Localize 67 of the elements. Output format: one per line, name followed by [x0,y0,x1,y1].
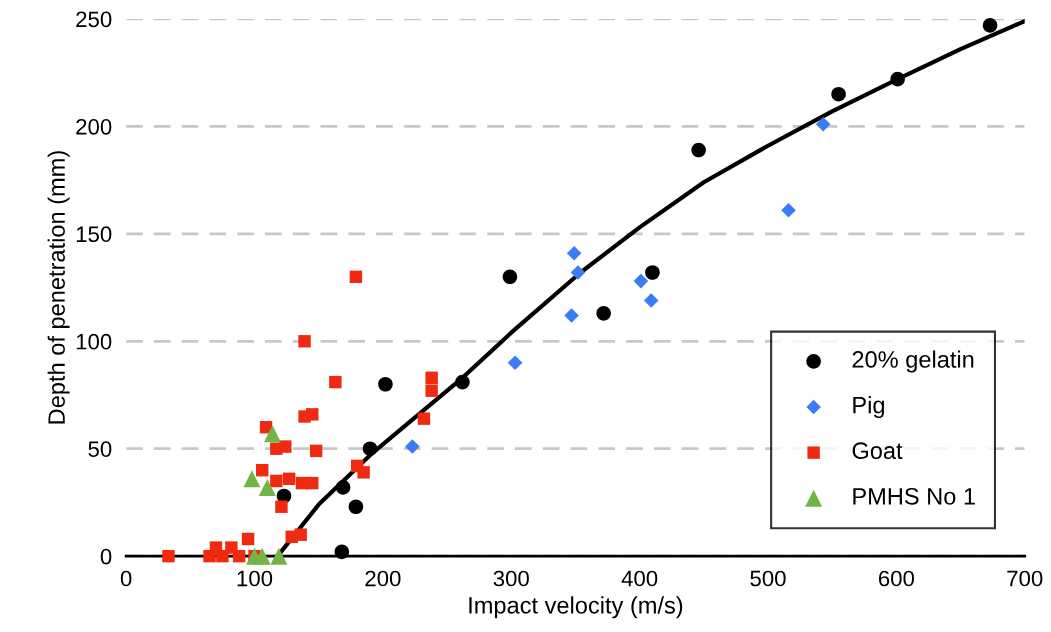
x-tick-label: 100 [237,570,273,587]
point [691,142,706,158]
point [643,293,659,308]
y-tick-label: 150 [76,226,112,243]
legend-label: Pig [853,396,885,419]
point [566,245,582,261]
point [232,549,246,563]
point [253,547,271,565]
y-tick-label: 100 [76,333,112,350]
y-axis-title: Depth of penetration (mm) [47,151,70,424]
point [564,308,579,323]
point [270,474,283,488]
x-tick-label: 400 [621,570,658,587]
y-tick-label: 250 [76,11,112,28]
point [270,547,288,565]
legend-label: Goat [852,442,903,460]
point [334,544,350,560]
y-tick-label: 0 [100,548,112,565]
point [255,464,269,477]
y-tick-label: 50 [88,441,112,457]
point [306,408,319,421]
x-axis-title: Impact velocity (m/s) [469,596,683,619]
x-tick-label: 0 [120,570,132,587]
point [417,412,431,425]
point [162,549,175,563]
point [645,265,660,280]
point [348,499,364,515]
point [455,374,470,390]
point [349,270,363,284]
point [263,425,281,443]
point [982,18,998,33]
point [425,371,438,385]
point [357,466,370,479]
y-tick-label: 200 [76,118,112,135]
point [306,476,319,490]
point [279,440,292,453]
point [335,480,351,495]
point [502,269,518,285]
point [309,444,323,458]
point [378,376,393,392]
point [815,116,831,132]
point [298,335,311,348]
point [596,306,611,321]
x-tick-label: 500 [750,570,786,587]
point [243,470,261,488]
point [275,500,288,513]
point [425,384,438,397]
x-tick-label: 200 [365,570,401,587]
x-tick-label: 700 [1007,570,1043,587]
point [405,439,420,454]
point [570,265,586,280]
point [831,86,846,102]
point [216,549,229,563]
point [241,532,255,546]
point [258,478,276,496]
point [781,202,796,218]
point [633,273,649,289]
x-tick-label: 300 [493,570,529,587]
point [507,355,523,371]
point [362,441,378,456]
point [282,472,296,486]
point [329,375,342,389]
legend-label: PMHS No 1 [853,487,975,505]
x-tick-label: 600 [878,570,915,587]
point [890,71,905,87]
point [294,528,307,541]
legend-label: 20% gelatin [852,350,974,373]
